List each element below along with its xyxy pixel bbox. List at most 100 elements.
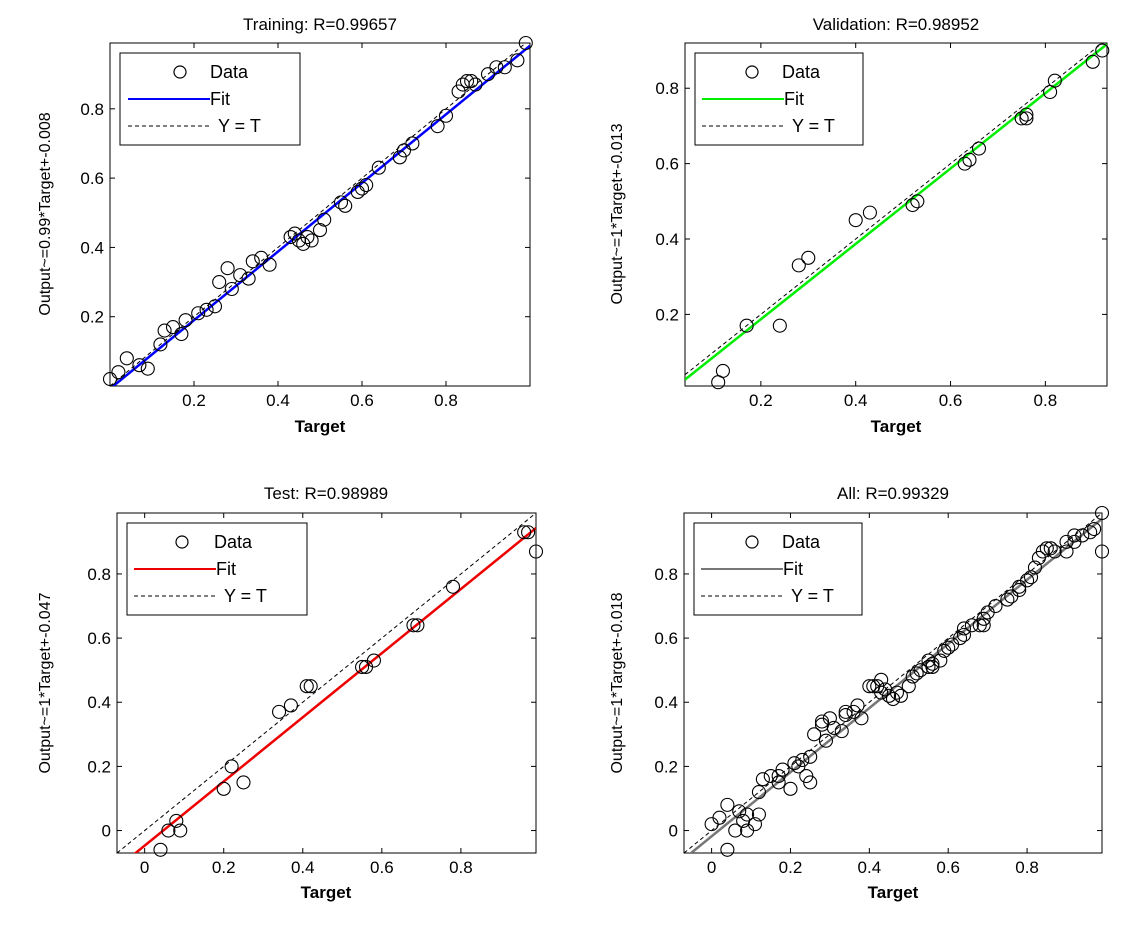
all-data-point <box>933 653 948 668</box>
test-data-point <box>445 579 461 594</box>
training-x-tick-label: 0.8 <box>434 391 458 410</box>
validation-fit-line <box>685 43 1107 381</box>
training-y-axis-label: Output~=0.99*Target+-0.008 <box>37 112 54 315</box>
all-y-tick-label: 0.8 <box>654 565 678 584</box>
all-data-point <box>1012 582 1027 598</box>
test-title: Test: R=0.98989 <box>264 484 388 503</box>
all-y-tick-label: 0.6 <box>654 629 678 648</box>
all-data-point <box>834 724 849 739</box>
training-data-point <box>241 271 256 286</box>
all-data-point <box>712 810 727 825</box>
training-y-tick-label: 0.2 <box>80 308 104 327</box>
training-data-point <box>111 365 126 380</box>
test-data-point <box>283 698 298 713</box>
all-data-point <box>901 679 916 694</box>
validation-panel: Validation: R=0.98952 Target Output~=1*T… <box>609 15 1110 436</box>
training-y-tick-label: 0.4 <box>80 238 104 257</box>
test-data-point <box>173 823 188 838</box>
all-data-point <box>1083 525 1098 540</box>
all-data-point <box>807 727 822 742</box>
training-title: Training: R=0.99657 <box>243 15 397 34</box>
training-data-point <box>220 261 235 276</box>
training-x-tick-label: 0.6 <box>350 391 374 410</box>
validation-x-tick-label: 0.2 <box>749 391 773 410</box>
all-data-point <box>720 842 735 857</box>
training-data-point <box>317 212 332 227</box>
validation-y-tick-label: 0.6 <box>655 155 679 174</box>
validation-data-point <box>1085 54 1100 69</box>
validation-y-tick-label: 0.2 <box>655 305 679 324</box>
validation-y-axis-label: Output~=1*Target+-0.013 <box>609 123 626 304</box>
all-fit-line <box>689 517 1102 853</box>
training-data-point <box>233 268 248 283</box>
training-data-point <box>464 74 479 89</box>
training-y-tick-label: 0.6 <box>80 169 104 188</box>
test-data-point <box>521 525 536 540</box>
all-identity-line <box>684 513 1102 853</box>
training-data-point <box>518 35 533 51</box>
test-data-point <box>272 704 287 719</box>
all-data-point <box>893 688 908 703</box>
validation-title: Validation: R=0.98952 <box>813 15 980 34</box>
test-data-point <box>406 618 421 633</box>
validation-identity-line <box>685 43 1104 376</box>
test-y-tick-label: 0.6 <box>87 629 111 648</box>
validation-legend: Data Fit Y = T <box>694 52 864 146</box>
training-data-point <box>153 337 168 352</box>
test-data-point <box>216 781 231 796</box>
training-data-point <box>102 372 118 387</box>
test-x-tick-label: 0.6 <box>370 858 394 877</box>
all-y-tick-label: 0.2 <box>654 757 678 776</box>
validation-data-point <box>772 318 787 333</box>
all-y-tick-label: 0.4 <box>654 693 678 712</box>
validation-x-tick-label: 0.4 <box>844 391 868 410</box>
test-fit-line <box>133 527 536 853</box>
test-data-point <box>303 679 318 694</box>
test-data-point <box>236 775 251 790</box>
all-x-tick-label: 0.2 <box>779 858 803 877</box>
test-x-tick-label: 0 <box>140 858 149 877</box>
all-legend-fit-label: Fit <box>783 559 803 579</box>
all-data-point <box>787 756 802 771</box>
training-data-point <box>333 195 349 210</box>
all-panel: All: R=0.99329 Target Output~=1*Target+-… <box>609 484 1110 902</box>
training-data-point <box>245 254 260 269</box>
training-data-point <box>191 306 206 321</box>
test-data-point <box>169 813 184 828</box>
all-data-point <box>783 781 798 796</box>
all-data-point <box>1035 544 1050 559</box>
validation-x-axis-label: Target <box>871 417 922 436</box>
training-data-point <box>174 326 189 342</box>
training-x-tick-label: 0.2 <box>182 391 206 410</box>
all-data-point <box>925 656 940 671</box>
training-data-point <box>199 302 214 317</box>
validation-legend-data-label: Data <box>782 62 821 82</box>
training-data-point <box>497 60 512 75</box>
all-data-point <box>921 659 936 675</box>
validation-legend-data-marker <box>745 65 759 79</box>
test-y-axis-label: Output~=1*Target+-0.047 <box>37 592 54 773</box>
training-data-point <box>338 198 353 213</box>
all-y-tick-label: 0 <box>669 822 678 841</box>
training-legend-data-marker <box>173 65 187 79</box>
training-data-point <box>300 229 315 245</box>
training-data-point <box>350 184 365 200</box>
all-data-point <box>988 598 1003 614</box>
training-data-point <box>119 351 134 366</box>
training-data-point <box>262 257 277 272</box>
training-data-point <box>224 281 239 297</box>
all-data-point <box>775 762 790 777</box>
test-panel: Test: R=0.98989 Target Output~=1*Target+… <box>37 484 544 902</box>
all-data-point <box>803 749 818 764</box>
all-x-axis-label: Target <box>868 883 919 902</box>
all-legend: Data Fit Y = T <box>693 522 863 616</box>
all-data-point <box>818 733 834 748</box>
all-data-point <box>1047 544 1062 559</box>
training-data-point <box>489 60 504 75</box>
training-data-point <box>165 320 181 335</box>
test-data-point <box>355 659 370 675</box>
training-data-point <box>480 67 496 82</box>
all-title: All: R=0.99329 <box>837 484 949 503</box>
validation-x-tick-label: 0.8 <box>1034 391 1058 410</box>
all-data-point <box>755 772 770 787</box>
